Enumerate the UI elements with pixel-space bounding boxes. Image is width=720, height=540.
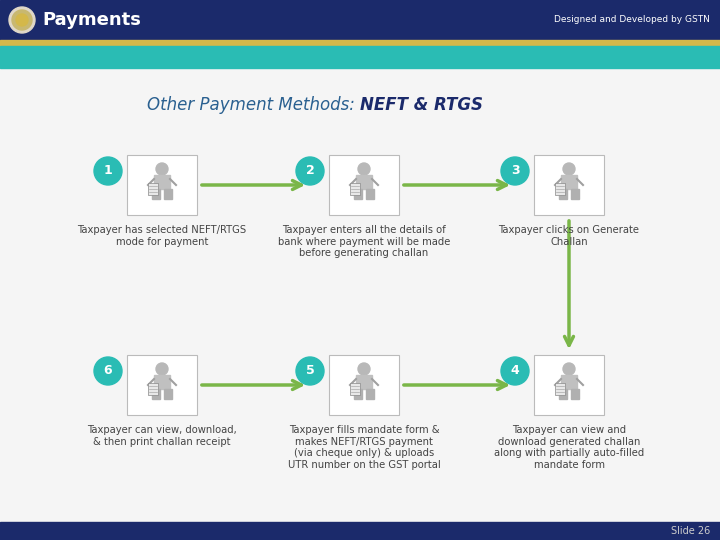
Circle shape <box>563 163 575 175</box>
Bar <box>0 46 720 68</box>
Bar <box>329 355 399 415</box>
Bar <box>555 383 565 395</box>
Circle shape <box>358 163 370 175</box>
Text: Taxpayer enters all the details of
bank where payment will be made
before genera: Taxpayer enters all the details of bank … <box>278 225 450 258</box>
Bar <box>164 389 172 399</box>
Text: 5: 5 <box>305 364 315 377</box>
Bar <box>329 155 399 215</box>
Text: Taxpayer fills mandate form &
makes NEFT/RTGS payment
(via cheque only) & upload: Taxpayer fills mandate form & makes NEFT… <box>287 425 441 470</box>
Bar <box>571 389 579 399</box>
Text: 2: 2 <box>305 165 315 178</box>
Text: 1: 1 <box>104 165 112 178</box>
Circle shape <box>94 157 122 185</box>
Bar <box>555 183 565 195</box>
Bar <box>366 389 374 399</box>
Bar <box>559 389 567 399</box>
Circle shape <box>16 14 28 26</box>
Circle shape <box>94 357 122 385</box>
Circle shape <box>296 357 324 385</box>
Bar <box>148 183 158 195</box>
Bar <box>354 389 362 399</box>
Bar <box>534 155 604 215</box>
Circle shape <box>296 157 324 185</box>
Bar <box>0 0 720 40</box>
Bar <box>561 175 577 189</box>
Text: Taxpayer can view and
download generated challan
along with partially auto-fille: Taxpayer can view and download generated… <box>494 425 644 470</box>
Circle shape <box>12 10 32 30</box>
Bar <box>0 522 720 540</box>
Text: Designed and Developed by GSTN: Designed and Developed by GSTN <box>554 16 710 24</box>
Circle shape <box>358 363 370 375</box>
Circle shape <box>501 157 529 185</box>
Circle shape <box>156 363 168 375</box>
Bar <box>350 183 360 195</box>
Circle shape <box>563 363 575 375</box>
Bar <box>561 375 577 389</box>
Text: 4: 4 <box>510 364 519 377</box>
Bar <box>356 175 372 189</box>
Bar <box>559 189 567 199</box>
Bar <box>534 355 604 415</box>
Text: Payments: Payments <box>42 11 141 29</box>
Text: Taxpayer clicks on Generate
Challan: Taxpayer clicks on Generate Challan <box>498 225 639 247</box>
Text: Taxpayer has selected NEFT/RTGS
mode for payment: Taxpayer has selected NEFT/RTGS mode for… <box>78 225 246 247</box>
Text: 3: 3 <box>510 165 519 178</box>
Bar <box>366 189 374 199</box>
Bar <box>350 383 360 395</box>
Bar <box>152 389 160 399</box>
Bar <box>356 375 372 389</box>
Text: Taxpayer can view, download,
& then print challan receipt: Taxpayer can view, download, & then prin… <box>87 425 237 447</box>
Bar <box>571 189 579 199</box>
Bar <box>127 355 197 415</box>
Text: Other Payment Methods:: Other Payment Methods: <box>147 96 360 114</box>
Bar <box>127 155 197 215</box>
Text: Slide 26: Slide 26 <box>671 526 710 536</box>
Circle shape <box>9 7 35 33</box>
Text: NEFT & RTGS: NEFT & RTGS <box>360 96 483 114</box>
Circle shape <box>156 163 168 175</box>
Bar <box>152 189 160 199</box>
Bar <box>154 175 170 189</box>
Bar <box>164 189 172 199</box>
Bar <box>0 40 720 46</box>
Bar <box>154 375 170 389</box>
Text: 6: 6 <box>104 364 112 377</box>
Bar <box>148 383 158 395</box>
Bar <box>354 189 362 199</box>
Circle shape <box>501 357 529 385</box>
